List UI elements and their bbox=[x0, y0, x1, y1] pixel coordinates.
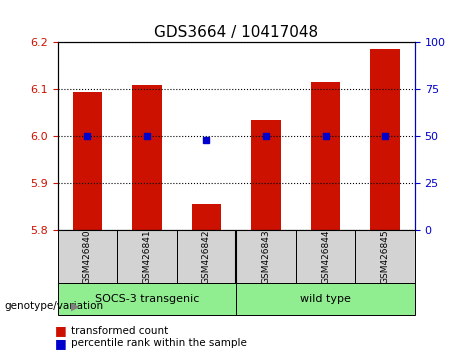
Bar bbox=[311, 82, 341, 229]
Text: GSM426845: GSM426845 bbox=[381, 229, 390, 284]
Text: genotype/variation: genotype/variation bbox=[5, 301, 104, 311]
Text: ■: ■ bbox=[55, 325, 67, 337]
Text: GSM426840: GSM426840 bbox=[83, 229, 92, 284]
Bar bbox=[132, 85, 162, 229]
FancyBboxPatch shape bbox=[58, 229, 117, 283]
Text: GSM426844: GSM426844 bbox=[321, 229, 330, 284]
Text: GSM426841: GSM426841 bbox=[142, 229, 152, 284]
Bar bbox=[192, 204, 221, 229]
Text: wild type: wild type bbox=[300, 294, 351, 304]
FancyBboxPatch shape bbox=[58, 283, 236, 315]
FancyBboxPatch shape bbox=[236, 283, 415, 315]
Bar bbox=[370, 50, 400, 229]
FancyBboxPatch shape bbox=[296, 229, 355, 283]
FancyBboxPatch shape bbox=[117, 229, 177, 283]
Bar bbox=[251, 120, 281, 229]
FancyBboxPatch shape bbox=[177, 229, 236, 283]
Text: ■: ■ bbox=[55, 337, 67, 350]
Text: percentile rank within the sample: percentile rank within the sample bbox=[71, 338, 248, 348]
Text: transformed count: transformed count bbox=[71, 326, 169, 336]
Title: GDS3664 / 10417048: GDS3664 / 10417048 bbox=[154, 25, 319, 40]
Text: SOCS-3 transgenic: SOCS-3 transgenic bbox=[95, 294, 199, 304]
FancyBboxPatch shape bbox=[236, 229, 296, 283]
Text: GSM426842: GSM426842 bbox=[202, 229, 211, 284]
Bar bbox=[72, 92, 102, 229]
Text: GSM426843: GSM426843 bbox=[261, 229, 271, 284]
FancyBboxPatch shape bbox=[355, 229, 415, 283]
Text: ▶: ▶ bbox=[71, 301, 80, 311]
